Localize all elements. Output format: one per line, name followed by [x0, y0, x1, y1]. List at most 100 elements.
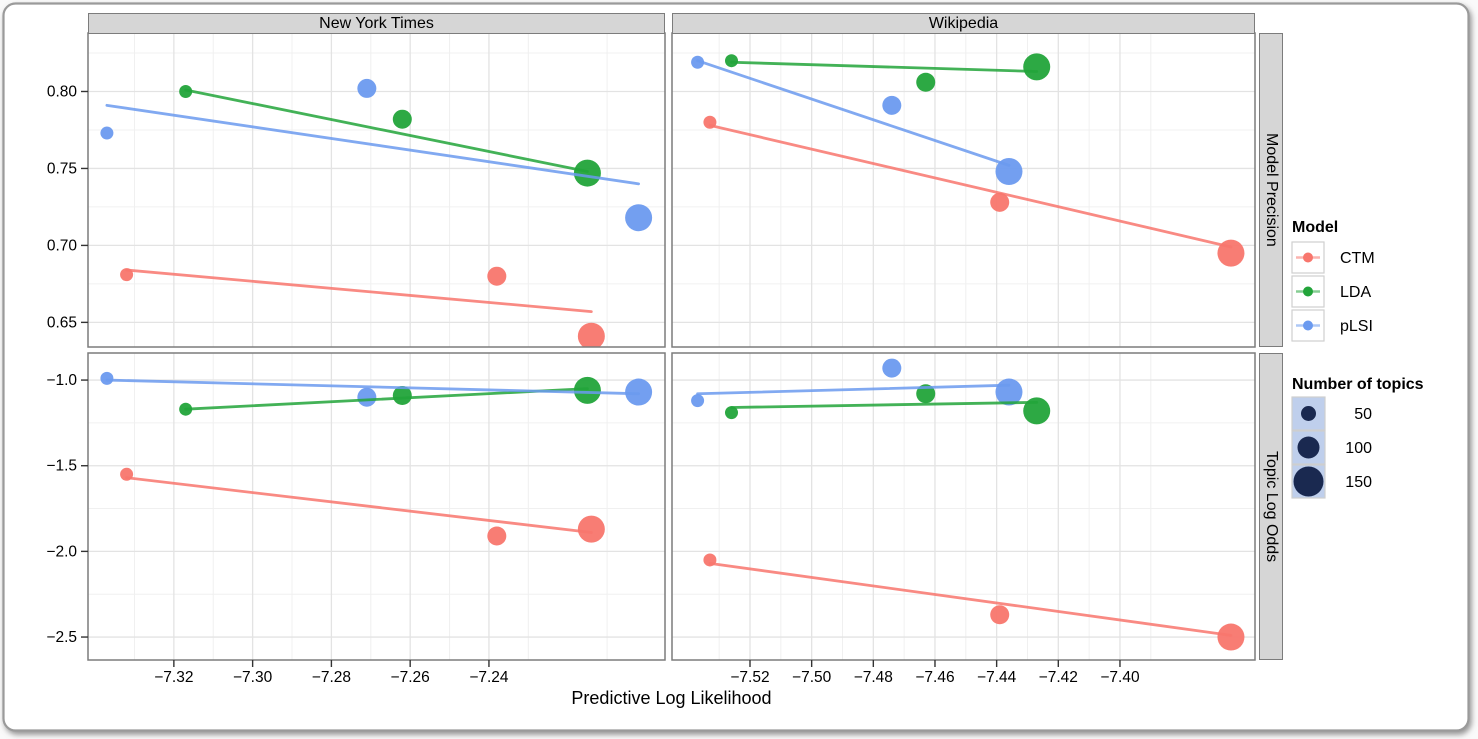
- x-tick-label: −7.48: [854, 669, 893, 686]
- data-point-ctm-150: [577, 322, 605, 347]
- data-point-ctm-150: [1217, 623, 1245, 651]
- panel-wikipedia-model-precision: [671, 32, 1256, 348]
- facet-strip-label: Topic Log Odds: [1263, 450, 1280, 563]
- x-axis: −7.32 −7.30 −7.28 −7.26 −7.24 −7.52 −7.50 −7.48…: [154, 660, 1140, 686]
- trend-line-plsi: [105, 103, 641, 186]
- y-tick-label: −1.0: [46, 372, 77, 389]
- x-tick-label: −7.52: [730, 669, 769, 686]
- y-tick-label: 0.75: [47, 160, 77, 177]
- data-point-plsi-100: [882, 95, 902, 115]
- data-point-lda-50: [725, 406, 739, 420]
- trend-line-lda: [730, 60, 1039, 73]
- legend-label-topics-50: 50: [1354, 406, 1372, 423]
- panel-new-york-times-topic-log-odds: [87, 352, 666, 661]
- trend-line-ctm: [708, 561, 1233, 637]
- panel-data-layer: [100, 78, 653, 347]
- x-tick-label: −7.32: [154, 669, 193, 686]
- panel-border: [671, 352, 1256, 661]
- legend-key-dot-ctm: [1303, 252, 1313, 263]
- legend-label-ctm: CTM: [1340, 250, 1375, 267]
- panel-wikipedia-topic-log-odds: [671, 352, 1256, 661]
- data-point-plsi-100: [357, 78, 377, 98]
- trend-line-plsi: [105, 378, 641, 396]
- data-point-ctm-100: [487, 266, 507, 286]
- data-point-plsi-50: [691, 55, 705, 69]
- legend-label-topics-100: 100: [1345, 440, 1372, 457]
- data-point-lda-50: [179, 84, 193, 98]
- facet-strip-label: Wikipedia: [928, 14, 999, 32]
- legend-key-dot-plsi: [1303, 320, 1313, 331]
- data-point-lda-100: [392, 385, 412, 405]
- y-axis: 0.80 0.75 0.70 0.65 −1.0 −1.5 −2.0 −2.5: [46, 83, 88, 646]
- facet-strip-label: Model Precision: [1263, 133, 1280, 247]
- facet-strip-col-left: New York Times: [88, 13, 665, 34]
- x-tick-label: −7.42: [1039, 669, 1078, 686]
- legend-topics-title: Number of topics: [1292, 376, 1424, 393]
- data-point-plsi-50: [100, 371, 114, 385]
- data-point-lda-150: [1023, 53, 1051, 81]
- facet-strip-col-right: Wikipedia: [672, 13, 1255, 34]
- legend-label-lda: LDA: [1340, 284, 1371, 301]
- data-point-plsi-150: [625, 378, 653, 406]
- legend-number-of-topics: Number of topics 50 100 150: [1291, 376, 1424, 499]
- trend-line-ctm: [708, 123, 1233, 249]
- y-tick-label: 0.80: [47, 83, 78, 100]
- trend-line-plsi: [696, 383, 1011, 396]
- trend-line-plsi: [696, 59, 1011, 167]
- y-tick-label: −1.5: [46, 458, 77, 475]
- legend-key-dot-lda: [1303, 286, 1313, 297]
- x-tick-label: −7.50: [792, 669, 832, 686]
- x-tick-label: −7.40: [1100, 669, 1140, 686]
- data-point-lda-150: [573, 376, 601, 404]
- legend-model-title: Model: [1292, 219, 1338, 236]
- trend-line-ctm: [125, 476, 593, 534]
- data-point-ctm-100: [990, 192, 1010, 212]
- legend-label-plsi: pLSI: [1340, 318, 1373, 335]
- x-tick-label: −7.30: [233, 669, 273, 686]
- x-tick-label: −7.28: [312, 669, 351, 686]
- legend-key-circle-100: [1297, 436, 1320, 459]
- trend-line-ctm: [125, 268, 593, 313]
- legend-label-topics-150: 150: [1345, 474, 1372, 491]
- data-point-lda-100: [916, 72, 936, 92]
- data-point-ctm-100: [487, 526, 507, 546]
- panel-background: [672, 353, 1255, 660]
- panel-new-york-times-model-precision: [87, 32, 666, 348]
- trend-line-lda: [184, 88, 589, 173]
- data-point-plsi-150: [995, 158, 1023, 186]
- y-tick-label: 0.70: [47, 237, 78, 254]
- y-tick-label: 0.65: [47, 314, 77, 331]
- trend-line-lda: [730, 400, 1039, 409]
- data-point-lda-150: [573, 159, 601, 187]
- legend-key-circle-150: [1293, 466, 1324, 497]
- data-point-plsi-50: [691, 394, 705, 408]
- data-point-plsi-50: [100, 126, 114, 140]
- x-tick-label: −7.46: [915, 669, 954, 686]
- data-point-plsi-150: [625, 204, 653, 232]
- panel-background: [88, 33, 665, 347]
- y-tick-label: −2.0: [46, 543, 77, 560]
- panel-data-layer: [691, 53, 1245, 267]
- y-tick-label: −2.5: [46, 629, 77, 646]
- x-tick-label: −7.26: [391, 669, 430, 686]
- data-point-lda-50: [725, 54, 739, 68]
- data-point-ctm-100: [990, 605, 1010, 625]
- legend-key-circle-50: [1301, 406, 1316, 421]
- panel-data-layer: [100, 371, 653, 546]
- panel-data-layer: [691, 358, 1245, 651]
- facet-strip-row-bottom: Topic Log Odds: [1259, 353, 1283, 660]
- x-tick-label: −7.44: [977, 669, 1017, 686]
- facet-strip-row-top: Model Precision: [1259, 33, 1283, 347]
- data-point-ctm-150: [577, 515, 605, 543]
- data-point-plsi-100: [357, 387, 377, 407]
- x-tick-label: −7.24: [469, 669, 509, 686]
- x-axis-title: Predictive Log Likelihood: [571, 688, 772, 708]
- data-point-lda-100: [392, 109, 412, 129]
- data-point-plsi-100: [882, 358, 902, 378]
- panel-border: [87, 352, 666, 661]
- data-point-lda-150: [1023, 397, 1051, 425]
- facet-strip-label: New York Times: [319, 14, 434, 32]
